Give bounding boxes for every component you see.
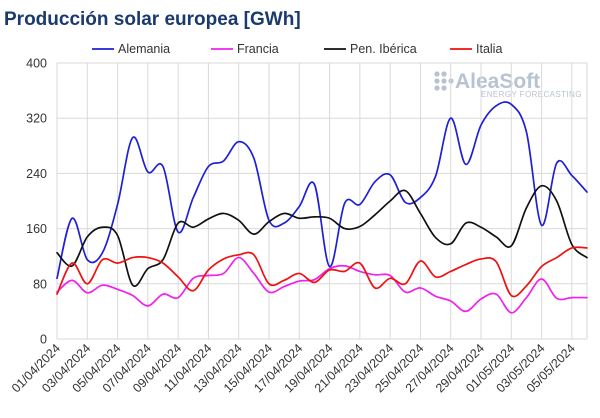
series-line-pen-iberica — [56, 184, 588, 288]
series-lines — [56, 101, 588, 314]
y-tick-label: 400 — [26, 57, 47, 71]
series-line-alemania — [56, 101, 588, 280]
logo-text: AleaSoft — [455, 70, 540, 93]
y-tick-label: 240 — [26, 167, 47, 181]
y-tick-label: 160 — [26, 222, 47, 236]
legend-label: Italia — [476, 42, 502, 56]
legend-label: Pen. Ibérica — [350, 42, 417, 56]
legend-label: Alemania — [118, 42, 170, 56]
legend-label: Francia — [237, 42, 279, 56]
y-tick-label: 0 — [40, 333, 47, 347]
series-line-italia — [56, 246, 588, 298]
y-axis: 0 80 160 240 320 400 — [26, 57, 47, 347]
series-line-francia — [56, 256, 588, 314]
legend: Alemania Francia Pen. Ibérica Italia — [92, 42, 502, 56]
logo-subtext: ENERGY FORECASTING — [481, 90, 582, 99]
aleasoft-logo: AleaSoft ENERGY FORECASTING — [434, 70, 581, 99]
y-tick-label: 80 — [33, 277, 47, 291]
chart-title: Producción solar europea [GWh] — [4, 9, 301, 30]
x-axis: 01/04/202403/04/202405/04/202407/04/2024… — [9, 341, 578, 395]
y-tick-label: 320 — [26, 112, 47, 126]
